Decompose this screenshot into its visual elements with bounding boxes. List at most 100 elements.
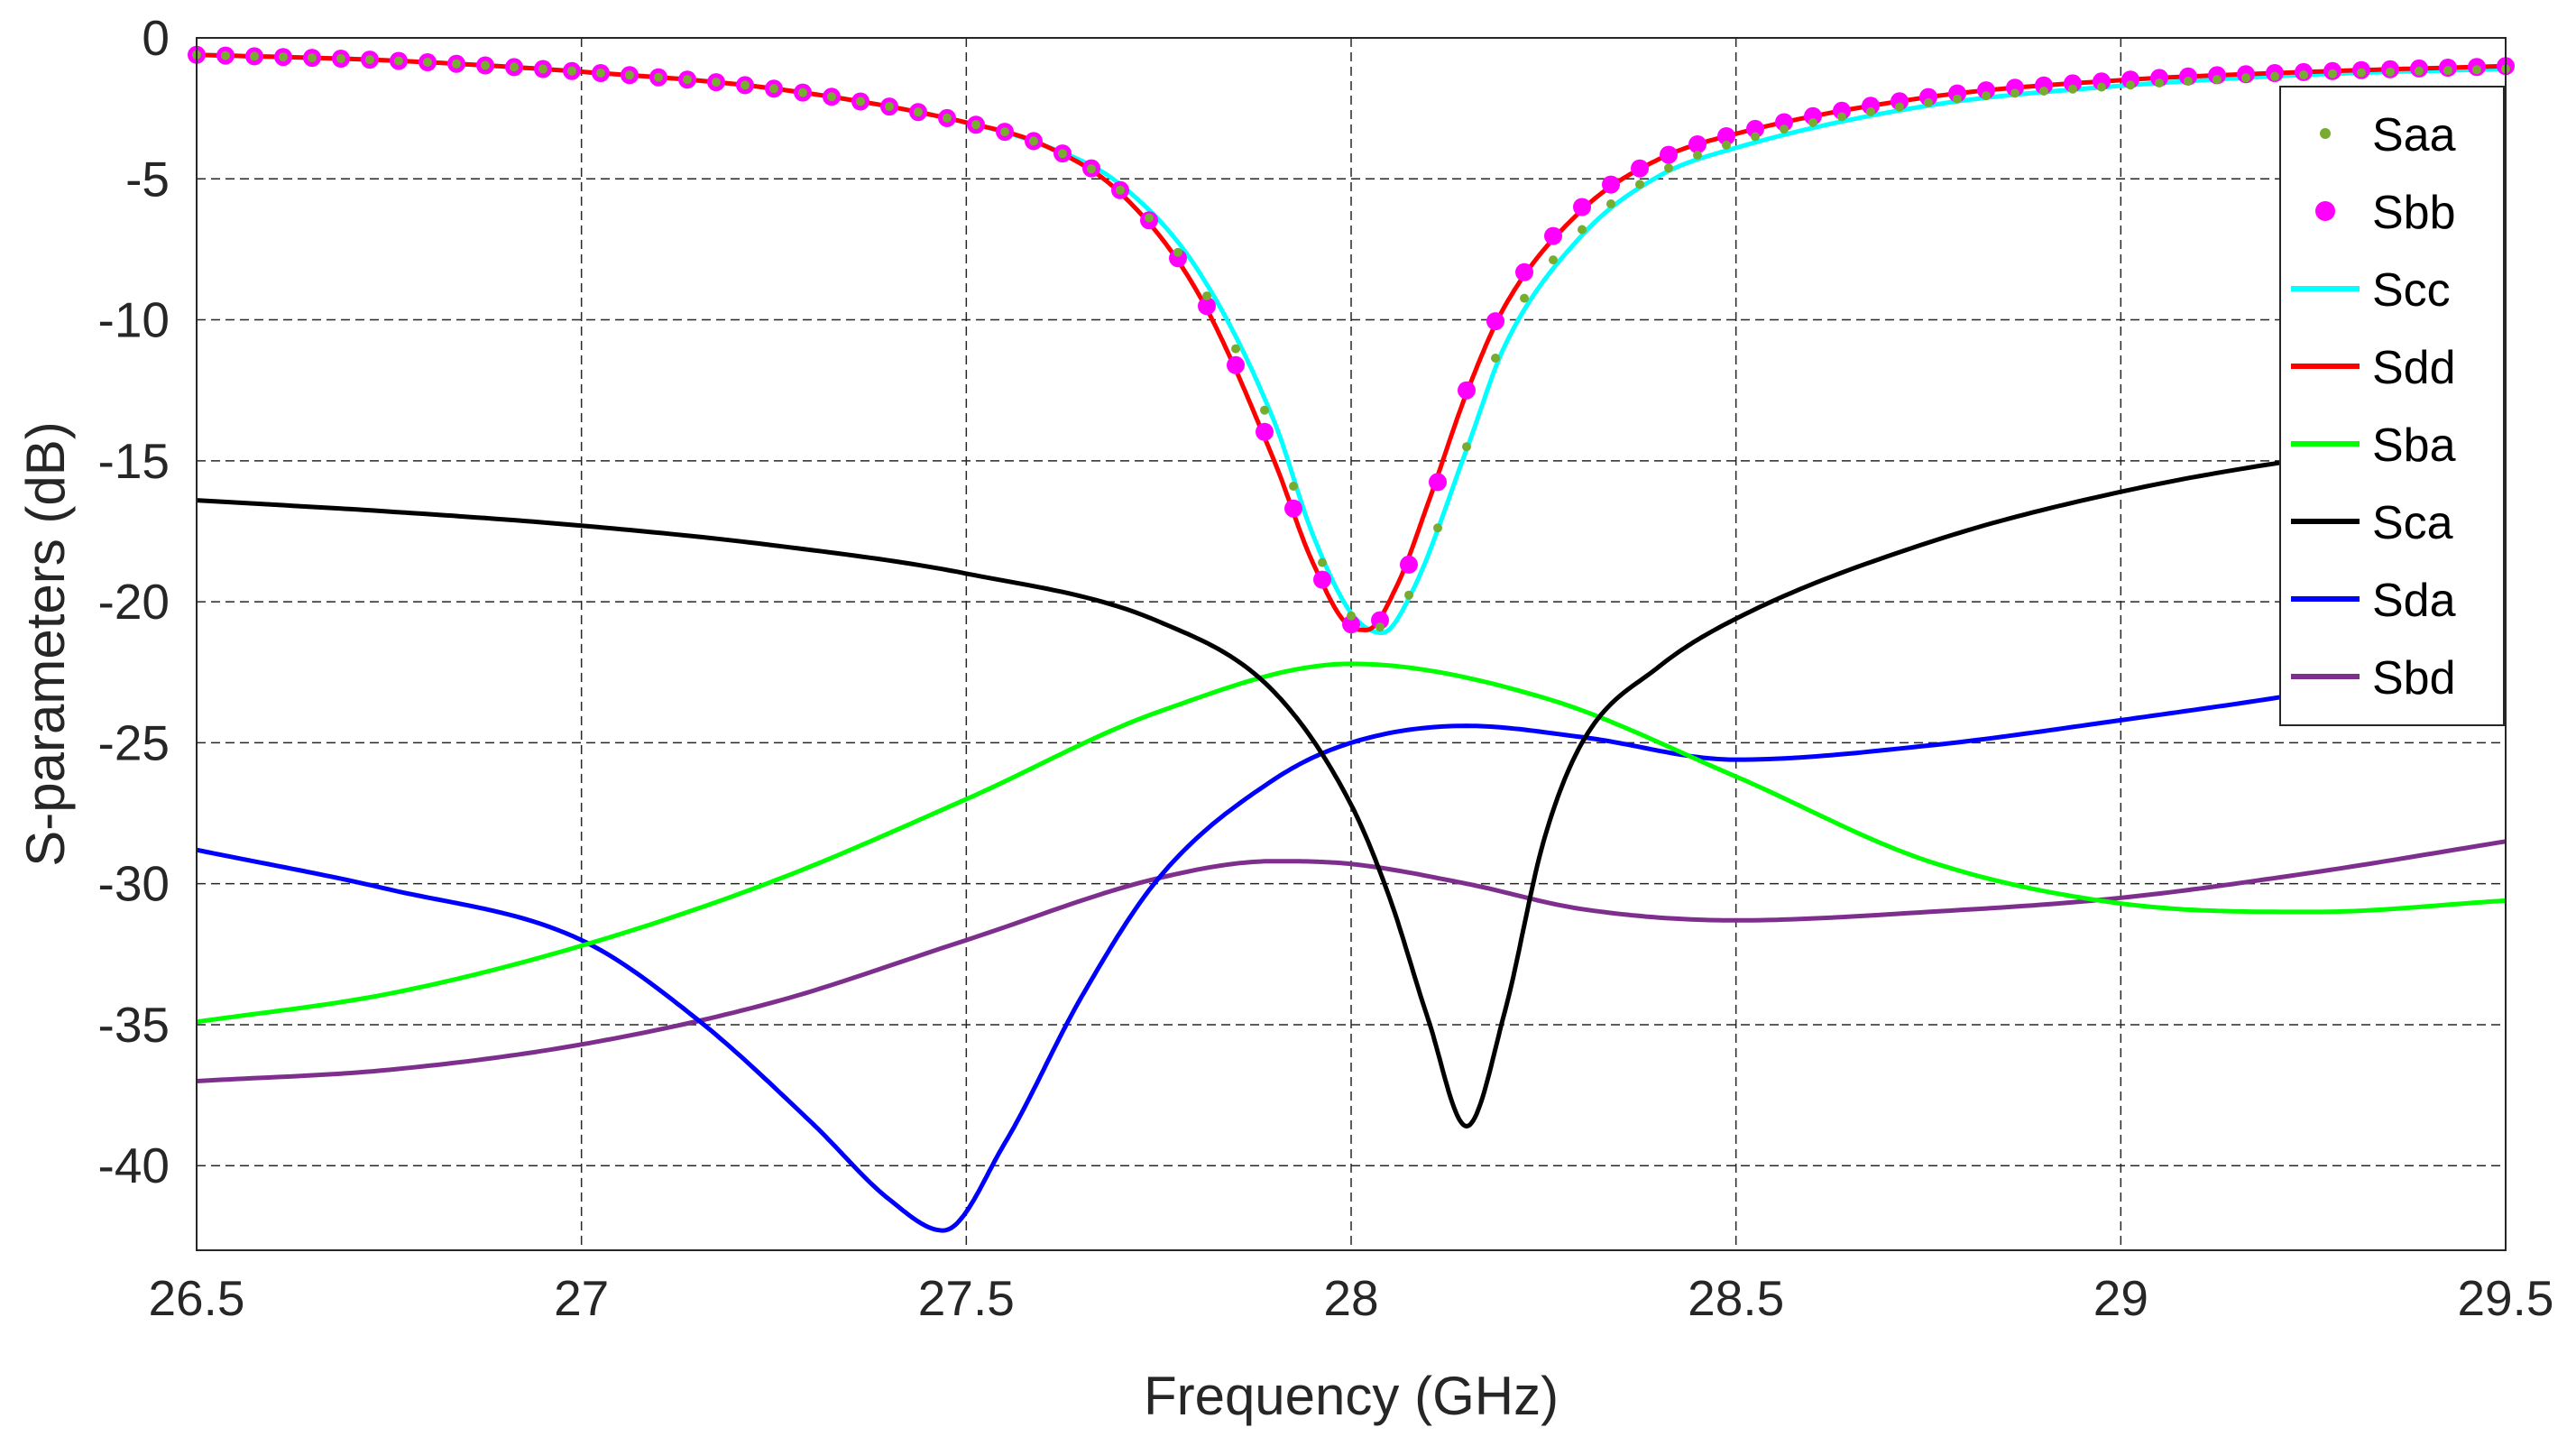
marker-saa xyxy=(2010,88,2019,98)
marker-saa xyxy=(452,59,461,69)
marker-sbb xyxy=(1544,226,1562,245)
marker-saa xyxy=(1693,151,1702,160)
marker-sbb xyxy=(2035,76,2053,95)
marker-saa xyxy=(1837,112,1846,122)
marker-saa xyxy=(856,97,865,106)
y-tick-label: -30 xyxy=(98,856,170,912)
legend-label-sda: Sda xyxy=(2372,575,2456,627)
marker-saa xyxy=(2415,66,2424,76)
marker-sbb xyxy=(1486,312,1504,331)
marker-saa xyxy=(423,58,432,67)
marker-sbb xyxy=(1660,145,1678,164)
legend-label-sca: Sca xyxy=(2372,497,2453,549)
marker-sbb xyxy=(1919,87,1937,106)
marker-saa xyxy=(2039,87,2048,96)
marker-sbb xyxy=(1804,106,1822,125)
marker-sbb xyxy=(1400,555,1418,574)
marker-sbb xyxy=(2093,72,2111,91)
marker-sbb xyxy=(1284,499,1302,518)
marker-saa xyxy=(1780,124,1789,134)
marker-saa xyxy=(1953,94,1962,104)
legend-label-saa: Saa xyxy=(2372,109,2456,161)
x-tick-label: 26.5 xyxy=(148,1270,244,1326)
marker-sbb xyxy=(1371,611,1389,630)
marker-saa xyxy=(510,62,519,72)
marker-saa xyxy=(1145,213,1154,223)
marker-saa xyxy=(365,55,374,65)
marker-saa xyxy=(538,64,547,74)
marker-saa xyxy=(2270,71,2279,81)
marker-sbb xyxy=(2064,74,2082,93)
legend-label-scc: Scc xyxy=(2372,264,2451,317)
marker-sbb xyxy=(1602,175,1620,194)
marker-sbb xyxy=(1775,113,1793,132)
marker-sbb xyxy=(1429,473,1447,492)
marker-saa xyxy=(712,78,721,87)
x-tick-label: 29.5 xyxy=(2457,1270,2553,1326)
marker-saa xyxy=(1029,136,1038,146)
marker-saa xyxy=(2213,75,2222,85)
marker-saa xyxy=(1318,557,1327,567)
series-line-sca xyxy=(196,436,2507,1128)
marker-sbb xyxy=(1688,135,1707,153)
marker-saa xyxy=(1491,354,1500,363)
marker-saa xyxy=(1751,132,1760,142)
marker-saa xyxy=(943,113,952,123)
marker-sbb xyxy=(1458,381,1476,400)
marker-saa xyxy=(394,56,403,66)
marker-saa xyxy=(1058,149,1067,159)
y-tick-label: -35 xyxy=(98,997,170,1053)
series-markers-saa xyxy=(192,50,2510,632)
marker-saa xyxy=(1866,106,1875,116)
legend-label-sdd: Sdd xyxy=(2372,342,2456,394)
x-tick-label: 28 xyxy=(1323,1270,1378,1326)
legend-box xyxy=(2279,86,2505,726)
x-tick-label: 27.5 xyxy=(918,1270,1015,1326)
marker-sbb xyxy=(1833,101,1851,120)
legend-label-sba: Sba xyxy=(2372,419,2456,472)
legend-label-sbb: Sbb xyxy=(2372,187,2456,239)
marker-saa xyxy=(2386,67,2395,77)
marker-saa xyxy=(481,60,490,70)
y-tick-label: -15 xyxy=(98,433,170,489)
marker-saa xyxy=(596,69,605,78)
marker-sbb xyxy=(1862,97,1880,115)
marker-saa xyxy=(2328,69,2337,78)
marker-saa xyxy=(1549,255,1558,265)
marker-saa xyxy=(914,107,923,117)
y-tick-label: 0 xyxy=(142,10,170,66)
y-tick-label: -25 xyxy=(98,714,170,770)
y-tick-label: -20 xyxy=(98,574,170,630)
marker-saa xyxy=(1000,127,1009,137)
y-tick-label: -40 xyxy=(98,1137,170,1193)
marker-saa xyxy=(336,54,345,63)
marker-saa xyxy=(885,102,894,112)
marker-saa xyxy=(1578,225,1587,235)
marker-saa xyxy=(2357,68,2366,78)
series-line-sdd xyxy=(196,52,2507,632)
marker-sbb xyxy=(1948,84,1966,103)
marker-saa xyxy=(1116,185,1125,195)
marker-saa xyxy=(1606,199,1615,208)
marker-saa xyxy=(1808,117,1817,127)
marker-saa xyxy=(2155,78,2164,88)
grid xyxy=(197,38,2506,1250)
marker-saa xyxy=(308,53,317,63)
x-tick-label: 29 xyxy=(2093,1270,2148,1326)
y-axis-title: S-parameters (dB) xyxy=(15,421,76,866)
marker-saa xyxy=(1982,91,1991,101)
marker-sbb xyxy=(1746,119,1764,138)
marker-saa xyxy=(1664,163,1673,173)
marker-saa xyxy=(1404,590,1413,600)
marker-sbb xyxy=(1631,159,1649,178)
marker-saa xyxy=(1087,164,1096,174)
series-line-sda xyxy=(196,656,2507,1233)
marker-saa xyxy=(1289,482,1298,491)
marker-saa xyxy=(1462,442,1471,452)
marker-sbb xyxy=(1342,615,1360,634)
legend-label-sbd: Sbd xyxy=(2372,652,2456,705)
marker-saa xyxy=(769,84,778,94)
marker-saa xyxy=(1173,247,1182,257)
marker-saa xyxy=(971,120,980,130)
